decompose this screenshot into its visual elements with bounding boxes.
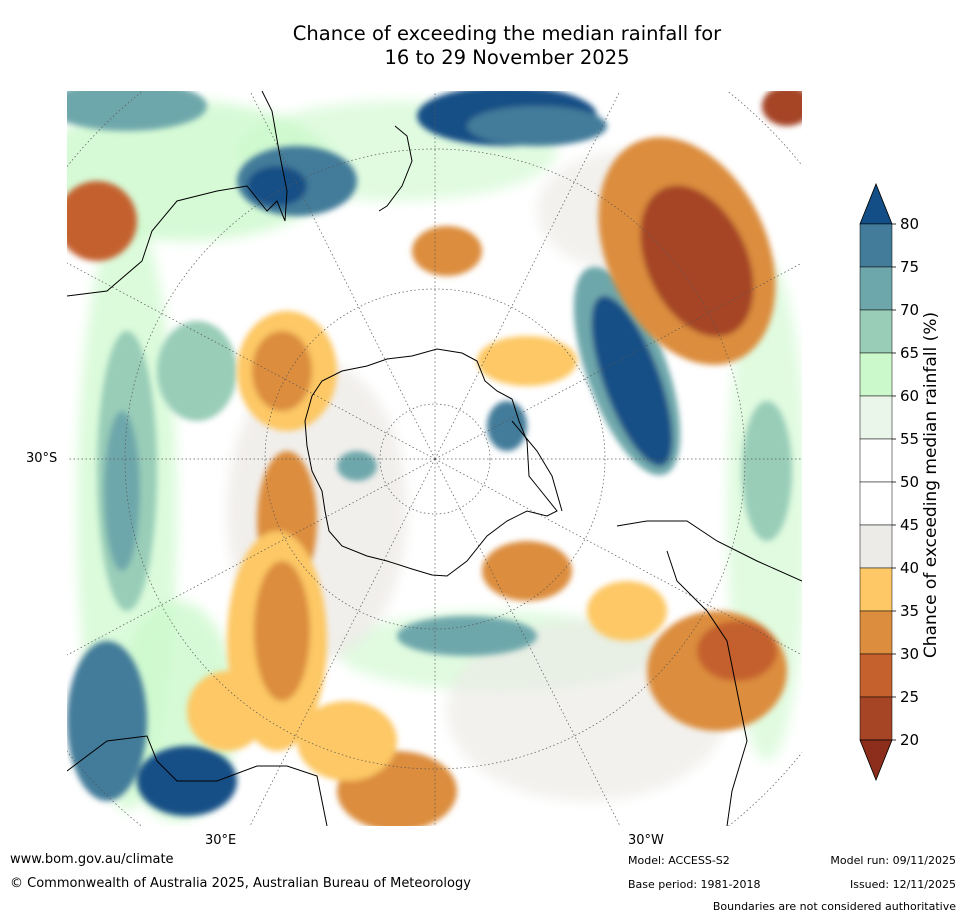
lat-label-30s: 30°S (26, 451, 58, 466)
colorbar-band (859, 567, 893, 612)
colorbar-band (859, 223, 893, 268)
colorbar-ticks: 80 75 70 65 60 55 50 45 40 35 30 25 20 (892, 215, 919, 749)
new-zealand-coast (378, 125, 413, 212)
colorbar-band (859, 610, 893, 655)
colorbar-band (859, 266, 893, 311)
colorbar-band (859, 352, 893, 397)
lon-label-30w: 30°W (628, 833, 664, 848)
title-line-2: 16 to 29 November 2025 (384, 46, 630, 69)
colorbar-tick-label: 30 (900, 645, 919, 663)
colorbar-bands (859, 182, 893, 782)
colorbar-band (859, 481, 893, 526)
title-line-1: Chance of exceeding the median rainfall … (292, 22, 722, 45)
antarctic-peninsula (511, 420, 563, 512)
colorbar: 80 75 70 65 60 55 50 45 40 35 30 25 20 Chance of exc… (859, 182, 941, 782)
rainfall-probability-map (67, 91, 802, 826)
colorbar-tick-label: 80 (900, 215, 919, 233)
website-url: www.bom.gov.au/climate (10, 852, 174, 867)
copyright: © Commonwealth of Australia 2025, Austra… (10, 876, 471, 891)
disclaimer: Boundaries are not considered authoritat… (712, 900, 956, 913)
colorbar-band-bottom (859, 739, 893, 782)
colorbar-tick-label: 70 (900, 301, 919, 319)
colorbar-tick-label: 55 (900, 430, 919, 448)
colorbar-label: Chance of exceeding median rainfall (%) (921, 312, 941, 658)
colorbar-tick-label: 40 (900, 559, 919, 577)
wet-regions (67, 91, 792, 816)
dry-regions (67, 91, 802, 826)
map-title: Chance of exceeding the median rainfall … (0, 22, 965, 70)
colorbar-band (859, 524, 893, 569)
colorbar-band (859, 395, 893, 440)
south-america-coast-2 (666, 550, 748, 826)
issued-date: Issued: 12/11/2025 (849, 878, 956, 891)
antarctica-coast (304, 348, 558, 577)
colorbar-band-top (859, 182, 893, 225)
colorbar-tick-label: 75 (900, 258, 919, 276)
lon-label-30e: 30°E (205, 833, 237, 848)
south-america-coast (616, 520, 802, 582)
colorbar-tick-label: 25 (900, 688, 919, 706)
colorbar-band (859, 696, 893, 741)
model-run: Model run: 09/11/2025 (830, 854, 956, 867)
base-period: Base period: 1981-2018 (628, 878, 761, 891)
colorbar-tick-label: 20 (900, 731, 919, 749)
colorbar-band (859, 309, 893, 354)
colorbar-tick-label: 35 (900, 602, 919, 620)
colorbar-tick-label: 50 (900, 473, 919, 491)
graticule (67, 91, 802, 826)
africa-coast (67, 735, 328, 826)
colorbar-tick-label: 45 (900, 516, 919, 534)
colorbar-tick-label: 60 (900, 387, 919, 405)
coastlines (67, 91, 802, 826)
model-name: Model: ACCESS-S2 (628, 854, 730, 867)
colorbar-tick-label: 65 (900, 344, 919, 362)
colorbar-band (859, 438, 893, 483)
australia-coast (67, 91, 288, 297)
colorbar-band (859, 653, 893, 698)
